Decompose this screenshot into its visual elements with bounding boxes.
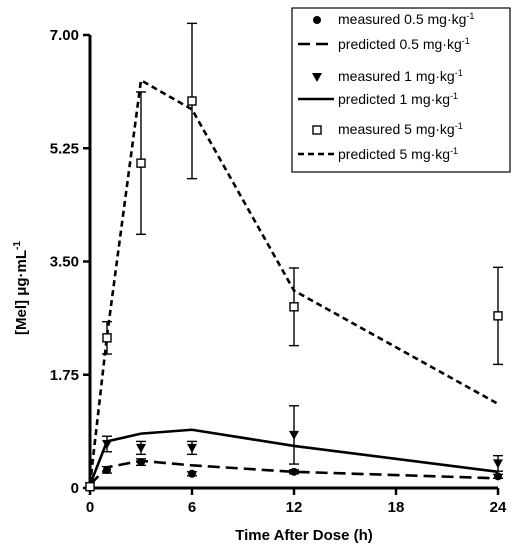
data-point — [102, 333, 112, 343]
legend-item: measured 5 mg·kg-1 — [312, 121, 463, 137]
legend-item: measured 1 mg·kg-1 — [312, 68, 463, 84]
legend-label: predicted 0.5 mg·kg-1 — [338, 36, 470, 52]
y-tick-label: 7.00 — [50, 27, 79, 44]
data-point — [136, 443, 146, 453]
series-line — [88, 78, 499, 485]
data-point — [493, 459, 503, 469]
legend-marker — [312, 125, 322, 135]
y-axis-title-main: [Mel] μg·mL — [13, 250, 30, 335]
data-point — [85, 482, 95, 492]
data-point — [289, 302, 299, 312]
legend-label: measured 1 mg·kg-1 — [338, 68, 463, 84]
legend-marker — [312, 73, 322, 82]
data-point — [187, 96, 197, 106]
legend-unit-sup: -1 — [455, 121, 463, 131]
legend-item: predicted 0.5 mg·kg-1 — [298, 36, 470, 52]
legend-label: predicted 5 mg·kg-1 — [338, 146, 458, 162]
y-tick-label: 1.75 — [50, 367, 79, 384]
x-tick-label: 12 — [286, 499, 303, 516]
legend-unit-sup: -1 — [450, 91, 458, 101]
legend-unit-sup: -1 — [462, 36, 470, 46]
data-point — [188, 469, 196, 478]
data-point — [494, 472, 502, 481]
data-point — [493, 311, 503, 321]
y-axis-title-sup: -1 — [12, 241, 23, 250]
x-axis-title: Time After Dose (h) — [235, 527, 373, 544]
legend-label: measured 5 mg·kg-1 — [338, 121, 463, 137]
legend-item: predicted 5 mg·kg-1 — [298, 146, 458, 162]
x-tick-label: 6 — [188, 499, 196, 516]
legend-unit-sup: -1 — [466, 11, 474, 21]
x-tick-label: 24 — [490, 499, 507, 516]
y-tick-label: 3.50 — [50, 254, 79, 271]
data-point — [137, 458, 145, 467]
legend-unit-sup: -1 — [450, 146, 458, 156]
legend-marker — [313, 16, 321, 24]
plot-area — [85, 22, 503, 492]
legend-box — [291, 7, 511, 173]
data-point — [136, 158, 146, 168]
axes: 0 1.75 3.50 5.25 7.00 0 6 12 18 24 — [50, 27, 507, 516]
data-point — [103, 465, 111, 474]
legend-item: measured 0.5 mg·kg-1 — [313, 11, 474, 27]
y-axis-title: [Mel] μg·mL-1 — [12, 241, 30, 335]
legend-unit-sup: -1 — [455, 68, 463, 78]
y-tick-label: 0 — [71, 480, 79, 497]
legend-label: measured 0.5 mg·kg-1 — [338, 11, 474, 27]
data-point — [290, 467, 298, 476]
data-point — [102, 439, 112, 449]
data-point — [289, 430, 299, 440]
x-tick-label: 0 — [86, 499, 94, 516]
series-line — [88, 428, 499, 486]
y-tick-label: 5.25 — [50, 140, 79, 157]
data-point — [187, 443, 197, 453]
legend-label: predicted 1 mg·kg-1 — [338, 91, 458, 107]
legend-item: predicted 1 mg·kg-1 — [298, 91, 458, 107]
x-tick-label: 18 — [388, 499, 405, 516]
legend: measured 0.5 mg·kg-1 predicted 0.5 mg·kg-… — [291, 7, 511, 173]
